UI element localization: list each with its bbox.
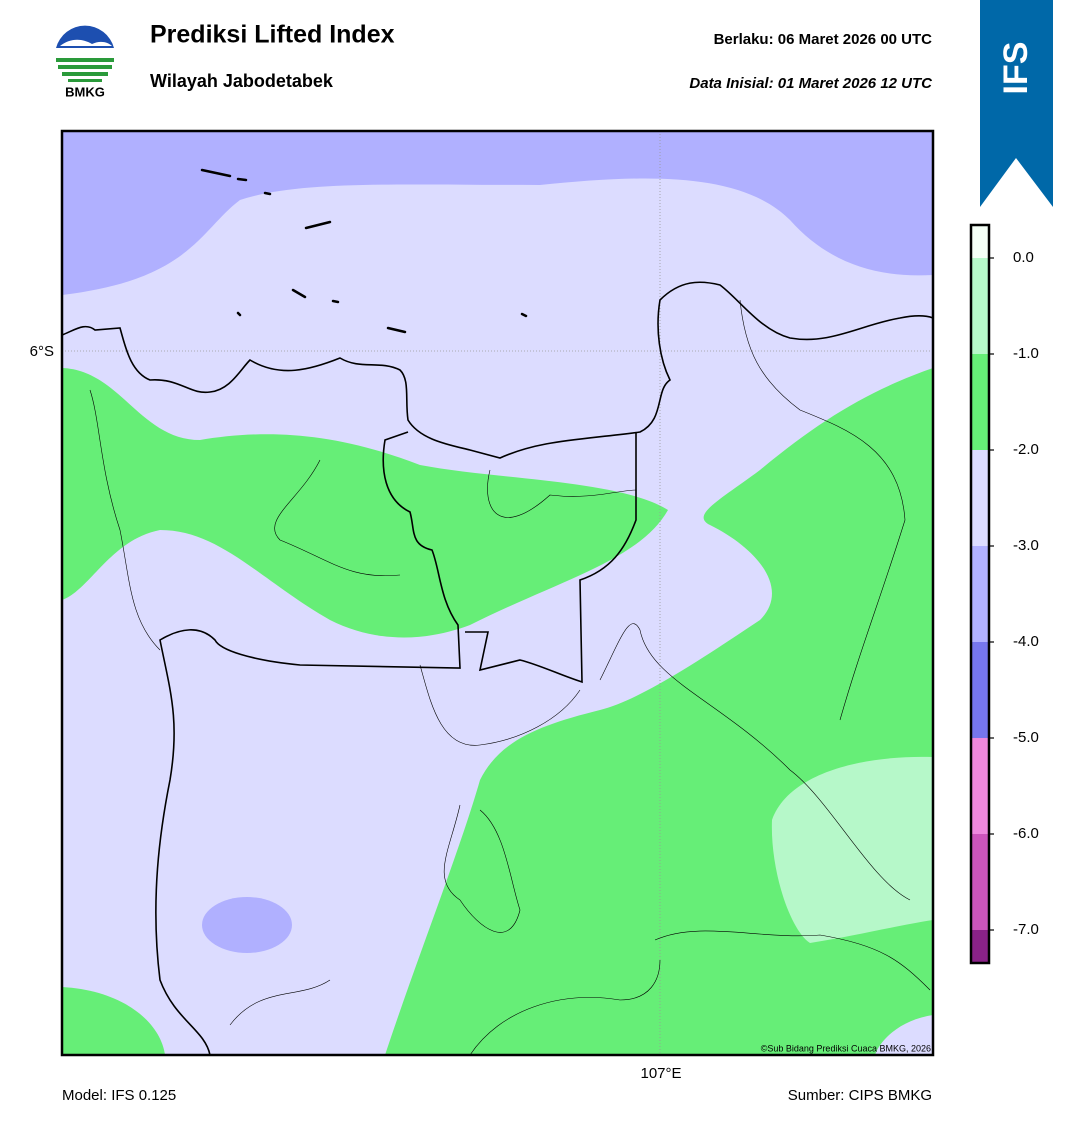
colorbar-label: 0.0 (1013, 249, 1034, 266)
model-badge (980, 0, 1053, 207)
colorbar-band (971, 642, 989, 738)
colorbar-label: -2.0 (1013, 441, 1039, 458)
colorbar-label: -1.0 (1013, 345, 1039, 362)
colorbar-label: -5.0 (1013, 729, 1039, 746)
model-badge-text: IFS (997, 42, 1035, 95)
title: Prediksi Lifted Index (150, 21, 395, 49)
colorbar-band (971, 225, 989, 258)
credit: ©Sub Bidang Prediksi Cuaca BMKG, 2026 (761, 1043, 931, 1053)
colorbar-label: -3.0 (1013, 537, 1039, 554)
colorbar-frame (969, 223, 991, 965)
logo-text: BMKG (65, 84, 105, 99)
colorbar-band (971, 546, 989, 642)
colorbar-label: -4.0 (1013, 633, 1039, 650)
colorbar-band (971, 354, 989, 450)
colorbar-band (971, 738, 989, 834)
map: ©Sub Bidang Prediksi Cuaca BMKG, 2026 (62, 131, 933, 1055)
valid-time: Berlaku: 06 Maret 2026 00 UTC (714, 31, 933, 48)
colorbar-band (971, 930, 989, 963)
logo (56, 25, 114, 82)
map-frame (60, 129, 935, 1057)
subtitle: Wilayah Jabodetabek (150, 71, 334, 91)
colorbar-band (971, 258, 989, 354)
colorbar-band (971, 834, 989, 930)
initial-time: Data Inisial: 01 Maret 2026 12 UTC (689, 75, 933, 92)
colorbar-band (971, 450, 989, 546)
footer-model: Model: IFS 0.125 (62, 1087, 176, 1104)
footer-source: Sumber: CIPS BMKG (788, 1087, 932, 1104)
colorbar-label: -6.0 (1013, 825, 1039, 842)
lat-label: 6°S (30, 343, 54, 360)
colorbar: 0.0 -1.0 -2.0 -3.0 -4.0 -5.0 -6.0 -7.0 (969, 223, 1039, 965)
lon-label: 107°E (640, 1065, 681, 1082)
colorbar-label: -7.0 (1013, 921, 1039, 938)
